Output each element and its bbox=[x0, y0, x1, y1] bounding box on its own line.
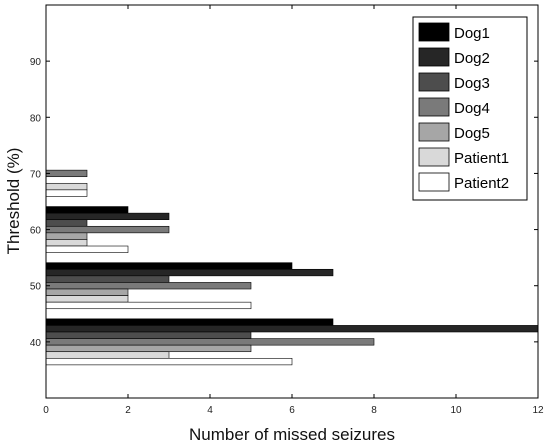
legend-swatch-dog5 bbox=[418, 122, 450, 142]
y-tick-label: 40 bbox=[30, 338, 42, 349]
bar-patient1-60 bbox=[45, 239, 88, 247]
bar-dog4-60 bbox=[45, 225, 170, 234]
bar-patient2-40 bbox=[45, 357, 293, 366]
x-tick-label: 10 bbox=[450, 405, 462, 416]
y-axis-ticks: 40 50 60 70 80 90 bbox=[30, 57, 538, 349]
bar-dog1-40 bbox=[45, 318, 334, 326]
x-tick-label: 0 bbox=[43, 405, 49, 416]
legend-swatch-dog4 bbox=[418, 97, 450, 117]
bar-patient1-40 bbox=[45, 351, 170, 359]
legend-label-dog2: Dog2 bbox=[454, 50, 490, 67]
bar-dog4-70 bbox=[45, 169, 88, 178]
x-tick-label: 12 bbox=[532, 405, 544, 416]
y-tick-label: 90 bbox=[30, 57, 42, 68]
bar-patient2-50 bbox=[45, 301, 252, 310]
y-tick-label: 50 bbox=[30, 282, 42, 293]
x-axis-title: Number of missed seizures bbox=[189, 425, 395, 444]
bar-dog2-50 bbox=[45, 268, 334, 277]
x-tick-label: 8 bbox=[371, 405, 377, 416]
bar-patient1-50 bbox=[45, 295, 129, 303]
bar-patient2-70 bbox=[45, 189, 88, 197]
y-tick-label: 60 bbox=[30, 226, 42, 237]
bar-dog5-50 bbox=[45, 288, 129, 296]
y-tick-label: 80 bbox=[30, 113, 42, 124]
legend-label-dog4: Dog4 bbox=[454, 100, 490, 117]
bar-patient1-70 bbox=[45, 182, 88, 191]
bar-dog3-40 bbox=[45, 331, 252, 339]
bar-dog3-50 bbox=[45, 275, 170, 283]
x-tick-label: 6 bbox=[289, 405, 295, 416]
bar-dog1-60 bbox=[45, 206, 129, 214]
legend-swatch-dog3 bbox=[418, 72, 450, 92]
legend-label-patient2: Patient2 bbox=[454, 175, 509, 192]
legend-swatch-patient1 bbox=[418, 147, 450, 167]
y-tick-label: 70 bbox=[30, 169, 42, 180]
bar-dog4-40 bbox=[45, 338, 375, 346]
bar-dog4-50 bbox=[45, 282, 252, 290]
x-tick-label: 4 bbox=[207, 405, 213, 416]
legend-swatch-patient2 bbox=[418, 172, 450, 192]
bar-dog5-60 bbox=[45, 232, 88, 240]
legend-label-dog1: Dog1 bbox=[454, 25, 490, 42]
bar-patient2-60 bbox=[45, 245, 129, 253]
y-axis-title: Threshold (%) bbox=[4, 148, 23, 255]
bar-dog2-60 bbox=[45, 212, 170, 221]
bar-dog2-40 bbox=[45, 325, 539, 333]
legend-swatch-dog1 bbox=[418, 22, 450, 42]
x-tick-label: 2 bbox=[125, 405, 131, 416]
legend-label-patient1: Patient1 bbox=[454, 150, 509, 167]
legend-label-dog3: Dog3 bbox=[454, 75, 490, 92]
bar-dog5-40 bbox=[45, 344, 252, 353]
bar-dog3-60 bbox=[45, 219, 88, 227]
legend-swatch-dog2 bbox=[418, 47, 450, 67]
legend-label-dog5: Dog5 bbox=[454, 125, 490, 142]
bar-dog1-50 bbox=[45, 262, 293, 270]
legend: Dog1 Dog2 Dog3 Dog4 Dog5 Patient1 Patient2 bbox=[412, 16, 528, 201]
x-axis-ticks: 0 2 4 6 8 10 12 bbox=[43, 5, 544, 416]
